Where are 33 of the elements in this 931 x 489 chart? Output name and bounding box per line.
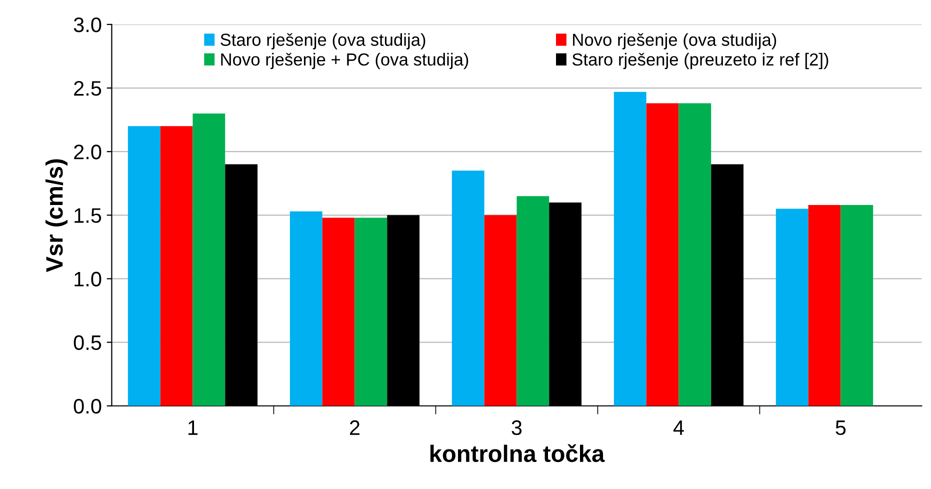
y-tick-label: 3.0: [74, 17, 102, 32]
y-tick-label: 2.5: [74, 81, 102, 96]
y-tick-label: 1.0: [74, 272, 102, 286]
bar: [322, 218, 355, 406]
bar: [290, 211, 322, 406]
x-tick-label: 2: [350, 420, 360, 435]
bar: [808, 204, 841, 406]
y-tick-label: 0.5: [74, 335, 102, 350]
legend-label: Novo rješenje (ova studija): [573, 33, 776, 50]
x-tick-label: 4: [673, 420, 684, 435]
bar: [354, 218, 388, 406]
bar: [128, 126, 160, 406]
bar: [646, 103, 679, 406]
legend-label: Staro rješenje (ova studija): [220, 33, 426, 50]
bar: [452, 170, 484, 406]
legend-label: Staro rješenje (preuzeto iz ref [2]): [572, 52, 828, 70]
bar: [484, 215, 517, 406]
y-tick-label: 0.0: [74, 398, 102, 414]
bar: [160, 126, 193, 406]
y-axis-title: Vsr (cm/s): [45, 159, 68, 272]
bar: [516, 196, 550, 406]
y-tick-label: 1.5: [74, 208, 102, 223]
legend-label: Novo rješenje + PC (ova studija): [221, 52, 468, 70]
y-tick-label: 2.0: [74, 144, 102, 160]
x-tick-label: 3: [512, 420, 522, 436]
bar: [776, 208, 808, 406]
x-tick-label: 5: [836, 420, 846, 436]
x-tick-label: 1: [188, 420, 198, 435]
bar: [840, 204, 874, 406]
bar: [678, 103, 712, 406]
bar: [614, 92, 646, 406]
bar: [192, 113, 226, 406]
x-axis-title: kontrolna točka: [430, 444, 605, 462]
